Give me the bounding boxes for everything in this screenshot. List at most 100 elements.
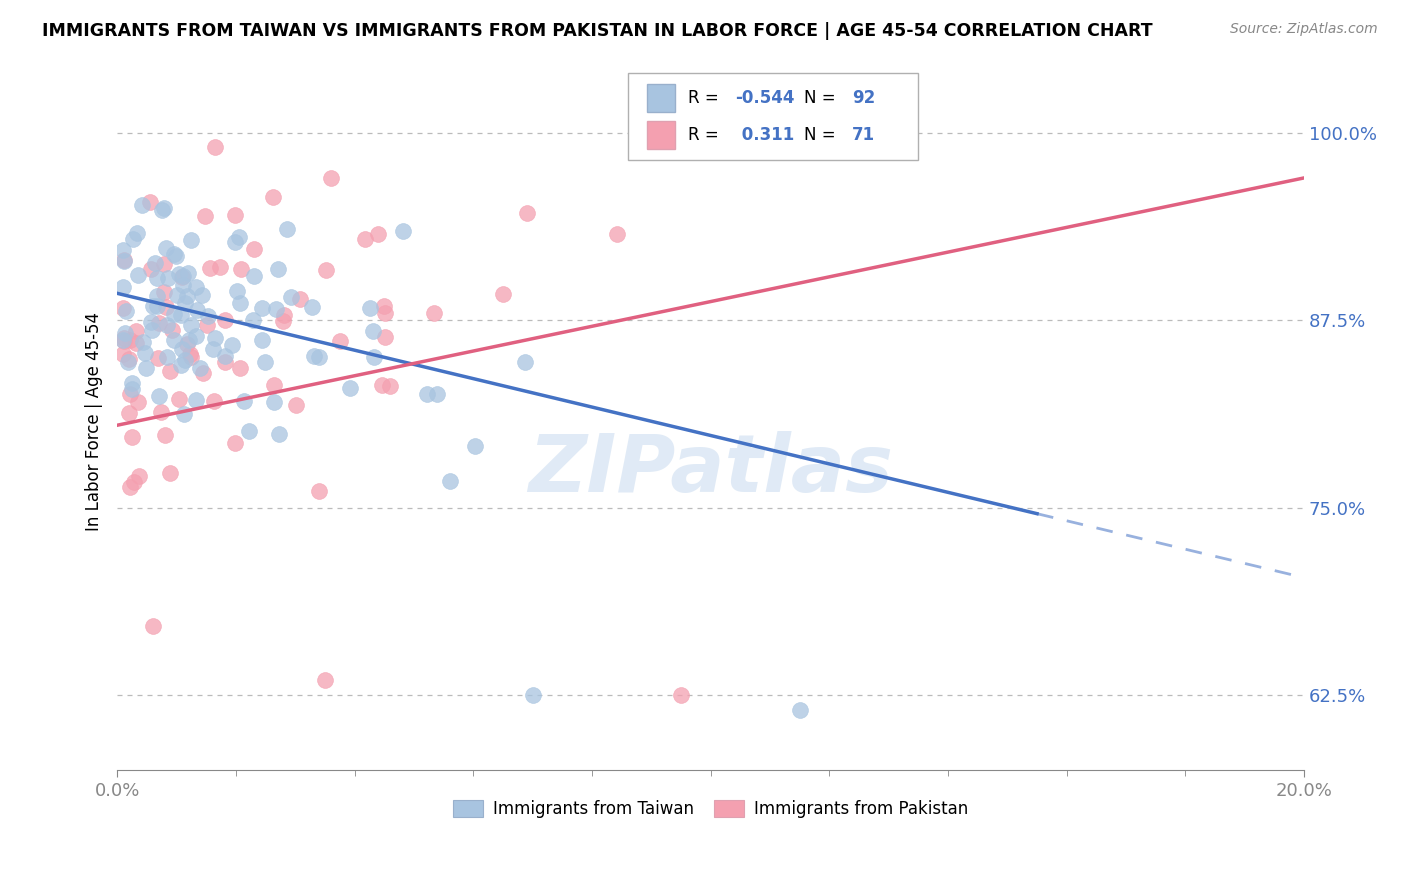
Point bbox=[522, 688, 544, 702]
Point bbox=[131, 198, 153, 212]
Point bbox=[354, 232, 377, 246]
Point bbox=[243, 269, 266, 284]
Point bbox=[120, 333, 142, 347]
Point bbox=[127, 394, 149, 409]
FancyBboxPatch shape bbox=[647, 84, 675, 112]
Point bbox=[367, 227, 389, 242]
Text: N =: N = bbox=[804, 126, 841, 144]
Point bbox=[308, 483, 330, 498]
Text: Source: ZipAtlas.com: Source: ZipAtlas.com bbox=[1230, 22, 1378, 37]
Point bbox=[118, 386, 141, 401]
Point bbox=[284, 398, 307, 412]
Point bbox=[112, 347, 135, 361]
Point bbox=[273, 314, 295, 328]
Point bbox=[120, 480, 142, 494]
Point bbox=[146, 289, 169, 303]
Point bbox=[204, 331, 226, 345]
Point bbox=[280, 290, 302, 304]
Point bbox=[117, 406, 139, 420]
Point bbox=[127, 268, 149, 282]
Point bbox=[374, 330, 396, 344]
Point bbox=[314, 673, 336, 687]
Point bbox=[125, 336, 148, 351]
Text: IMMIGRANTS FROM TAIWAN VS IMMIGRANTS FROM PAKISTAN IN LABOR FORCE | AGE 45-54 CO: IMMIGRANTS FROM TAIWAN VS IMMIGRANTS FRO… bbox=[42, 22, 1153, 40]
Point bbox=[198, 260, 221, 275]
Point bbox=[302, 349, 325, 363]
Point bbox=[125, 227, 148, 241]
Text: R =: R = bbox=[688, 89, 724, 107]
Point bbox=[112, 243, 135, 257]
Point bbox=[378, 378, 401, 392]
Point bbox=[195, 318, 218, 333]
Point bbox=[188, 361, 211, 376]
Point bbox=[214, 349, 236, 363]
Point bbox=[121, 376, 143, 391]
Point bbox=[148, 316, 170, 330]
Point bbox=[112, 301, 135, 316]
Point bbox=[112, 280, 135, 294]
Point bbox=[143, 256, 166, 270]
Point bbox=[172, 277, 194, 292]
Text: 92: 92 bbox=[852, 89, 875, 107]
Point bbox=[221, 338, 243, 352]
Point bbox=[124, 475, 146, 489]
Point bbox=[363, 351, 385, 365]
Point bbox=[224, 435, 246, 450]
Point bbox=[204, 139, 226, 153]
Point bbox=[439, 474, 461, 488]
Point bbox=[242, 312, 264, 326]
Point bbox=[228, 230, 250, 244]
Point bbox=[301, 301, 323, 315]
Point bbox=[166, 287, 188, 301]
Point bbox=[308, 350, 330, 364]
Point bbox=[263, 377, 285, 392]
Point bbox=[186, 303, 208, 318]
Point bbox=[159, 364, 181, 378]
Point bbox=[273, 308, 295, 322]
Point bbox=[315, 263, 337, 277]
Point bbox=[266, 301, 288, 316]
Point bbox=[179, 347, 201, 361]
Point bbox=[112, 252, 135, 267]
Point bbox=[172, 269, 194, 284]
Point bbox=[789, 703, 811, 717]
Point bbox=[179, 333, 201, 347]
Text: 0.311: 0.311 bbox=[735, 126, 794, 144]
Point bbox=[267, 262, 290, 277]
Point bbox=[370, 378, 392, 392]
Point bbox=[202, 342, 225, 356]
Point bbox=[209, 260, 232, 274]
Point bbox=[139, 315, 162, 329]
Point bbox=[170, 358, 193, 372]
Point bbox=[392, 224, 415, 238]
Point bbox=[163, 308, 186, 322]
Point bbox=[233, 394, 256, 409]
Point bbox=[250, 333, 273, 347]
Point bbox=[373, 300, 395, 314]
Point bbox=[174, 352, 197, 367]
Text: 71: 71 bbox=[852, 126, 875, 144]
Point bbox=[516, 206, 538, 220]
Point bbox=[150, 202, 173, 217]
Point bbox=[267, 426, 290, 441]
Point bbox=[121, 382, 143, 396]
Point bbox=[464, 439, 486, 453]
Point bbox=[288, 293, 311, 307]
Point bbox=[180, 318, 202, 332]
Point bbox=[117, 354, 139, 368]
Point bbox=[122, 232, 145, 246]
Point bbox=[416, 387, 439, 401]
Point bbox=[363, 324, 385, 338]
Point bbox=[167, 267, 190, 281]
Text: -0.544: -0.544 bbox=[735, 89, 794, 107]
Point bbox=[321, 171, 343, 186]
Point bbox=[145, 271, 167, 285]
Point bbox=[132, 334, 155, 349]
Point bbox=[492, 286, 515, 301]
Point bbox=[148, 388, 170, 402]
Point bbox=[112, 331, 135, 345]
Point bbox=[669, 688, 692, 702]
Point bbox=[191, 288, 214, 302]
Point bbox=[224, 235, 246, 249]
Text: N =: N = bbox=[804, 89, 841, 107]
